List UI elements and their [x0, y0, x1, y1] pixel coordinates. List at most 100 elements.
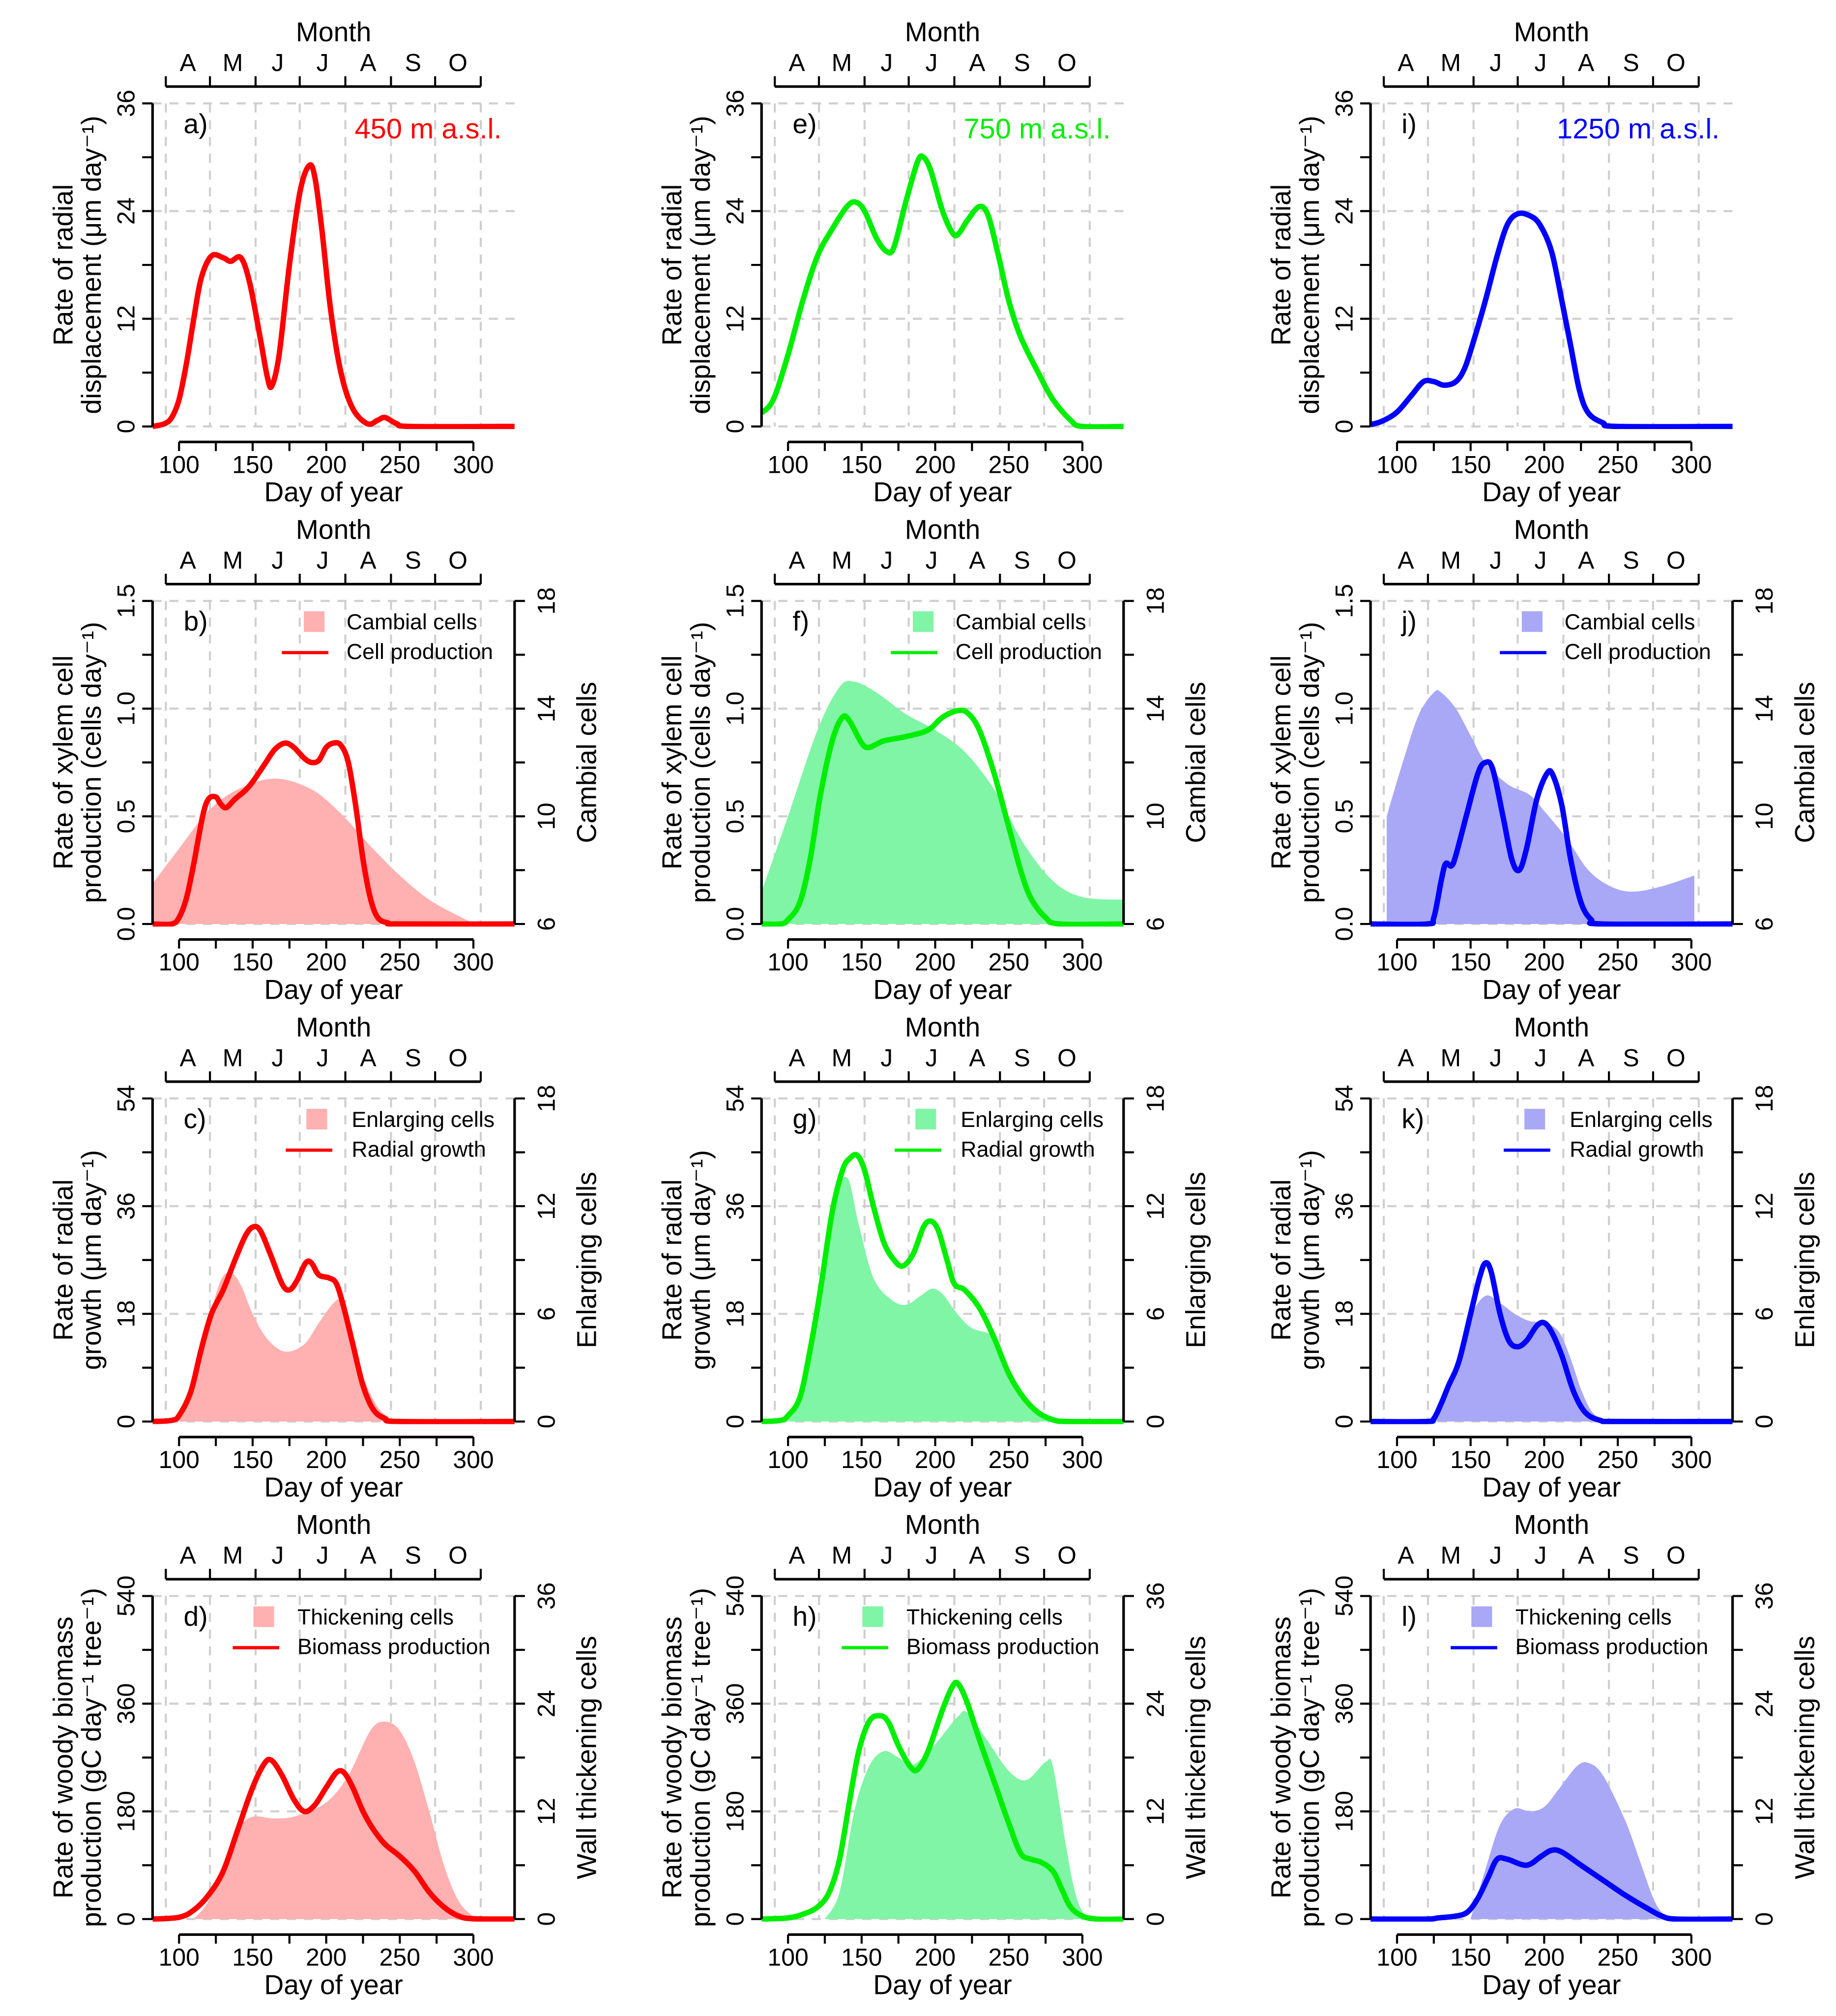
month-label: J [271, 1542, 284, 1569]
y-axis-title-left: Rate of woody biomass [657, 1616, 687, 1899]
y-tick-label-right: 18 [1141, 587, 1169, 615]
area-series [179, 1272, 400, 1422]
y-tick-label-right: 12 [532, 1798, 560, 1825]
month-label: A [1398, 547, 1414, 574]
y-tick-label-left: 0.5 [721, 799, 749, 833]
y-tick-label-right: 14 [1141, 695, 1169, 722]
y-tick-label-left: 36 [721, 1192, 749, 1220]
x-tick-label: 300 [1062, 949, 1103, 976]
y-axis-title-left: production (gC day⁻¹ tree⁻¹) [685, 1588, 716, 1927]
x-axis-title: Day of year [1482, 1472, 1621, 1502]
area-series [761, 681, 1124, 924]
x-axis-title-top: Month [1514, 17, 1590, 47]
x-tick-label: 250 [989, 1446, 1029, 1473]
x-tick-label: 300 [453, 1943, 494, 1971]
x-axis-title-top: Month [905, 17, 981, 47]
x-tick-label: 250 [379, 949, 420, 976]
x-tick-label: 300 [1062, 451, 1103, 478]
x-tick-label: 200 [306, 949, 347, 976]
month-label: A [360, 49, 377, 77]
y-tick-label-left: 12 [1330, 305, 1358, 333]
month-label: A [360, 547, 377, 574]
x-axis-title-top: Month [905, 1012, 981, 1042]
x-tick-label: 150 [841, 1446, 882, 1473]
y-tick-label-right: 18 [1141, 1085, 1169, 1112]
month-label: J [271, 49, 284, 77]
y-tick-label-left: 36 [1330, 1192, 1358, 1220]
y-axis-title-right: Wall thickening cells [572, 1636, 602, 1879]
month-label: M [1440, 547, 1461, 574]
month-label: S [1014, 1044, 1030, 1071]
month-label: S [405, 49, 421, 77]
legend-swatch-area [253, 1606, 274, 1627]
y-tick-label-left: 360 [113, 1683, 140, 1724]
y-tick-label-left: 54 [113, 1085, 140, 1112]
x-tick-label: 200 [915, 451, 956, 478]
y-axis-title-left: Rate of radial [48, 1180, 78, 1341]
y-tick-label-right: 36 [1750, 1583, 1778, 1610]
month-label: A [1578, 1542, 1595, 1569]
month-label: O [448, 547, 467, 574]
area-series [152, 778, 515, 924]
y-tick-label-left: 0 [1330, 420, 1358, 433]
y-axis-title-right: Wall thickening cells [1789, 1636, 1820, 1879]
y-tick-label-left: 36 [113, 90, 140, 117]
month-label: J [1489, 1542, 1502, 1569]
y-tick-label-right: 0 [1750, 1912, 1778, 1926]
legend-swatch-area [862, 1606, 883, 1627]
line-series [152, 1223, 515, 1424]
month-label: O [1666, 1044, 1686, 1071]
x-axis-title-top: Month [905, 1509, 981, 1540]
x-tick-label: 100 [767, 1943, 808, 1971]
month-label: J [1489, 1044, 1502, 1071]
y-tick-label-right: 6 [1750, 917, 1778, 931]
y-tick-label-right: 10 [1750, 803, 1778, 830]
month-label: M [223, 49, 243, 77]
y-axis-title-left: Rate of woody biomass [48, 1616, 78, 1899]
x-tick-label: 100 [1376, 949, 1417, 976]
y-tick-label-right: 10 [532, 803, 560, 830]
x-axis-title: Day of year [1482, 975, 1621, 1005]
y-axis-title-left: growth (μm day⁻¹) [1294, 1150, 1325, 1370]
month-label: A [969, 49, 986, 77]
month-label: A [180, 49, 197, 77]
y-tick-label-left: 1.0 [1330, 691, 1358, 725]
legend-swatch-area [912, 611, 934, 632]
x-tick-label: 250 [379, 451, 420, 478]
line-series [761, 1679, 1124, 1922]
y-tick-label-right: 0 [532, 1912, 560, 1926]
month-label: A [1578, 547, 1595, 574]
month-label: J [926, 1542, 938, 1569]
y-tick-label-right: 0 [532, 1415, 560, 1429]
month-label: J [926, 49, 938, 77]
month-label: J [317, 49, 329, 77]
month-label: A [1398, 1542, 1414, 1569]
legend-label-area: Cambial cells [347, 610, 477, 634]
area-series [1470, 1762, 1671, 1920]
y-axis-title-left: production (cells day⁻¹) [685, 622, 716, 903]
panel-label: k) [1401, 1104, 1424, 1134]
legend-label-line: Cell production [347, 640, 493, 664]
panel-label: h) [792, 1601, 816, 1632]
y-tick-label-left: 36 [1330, 90, 1358, 117]
y-tick-label-left: 24 [721, 198, 749, 225]
line-series [1370, 1260, 1733, 1424]
legend-label-area: Cambial cells [1565, 610, 1695, 634]
y-tick-label-right: 24 [1750, 1690, 1778, 1718]
month-label: S [1623, 49, 1639, 77]
y-tick-label-right: 6 [1141, 917, 1169, 931]
month-label: M [1440, 1044, 1461, 1071]
month-label: A [1578, 1044, 1595, 1071]
month-label: J [317, 1044, 329, 1071]
x-axis-title-top: Month [1514, 515, 1590, 545]
x-tick-label: 300 [453, 451, 494, 478]
y-tick-label-left: 0 [113, 420, 140, 433]
panel-label: c) [184, 1104, 206, 1134]
x-tick-label: 150 [841, 451, 882, 478]
area-series [194, 1722, 481, 1919]
y-axis-title-left: Rate of woody biomass [1266, 1616, 1296, 1899]
panel-label: i) [1401, 109, 1417, 139]
